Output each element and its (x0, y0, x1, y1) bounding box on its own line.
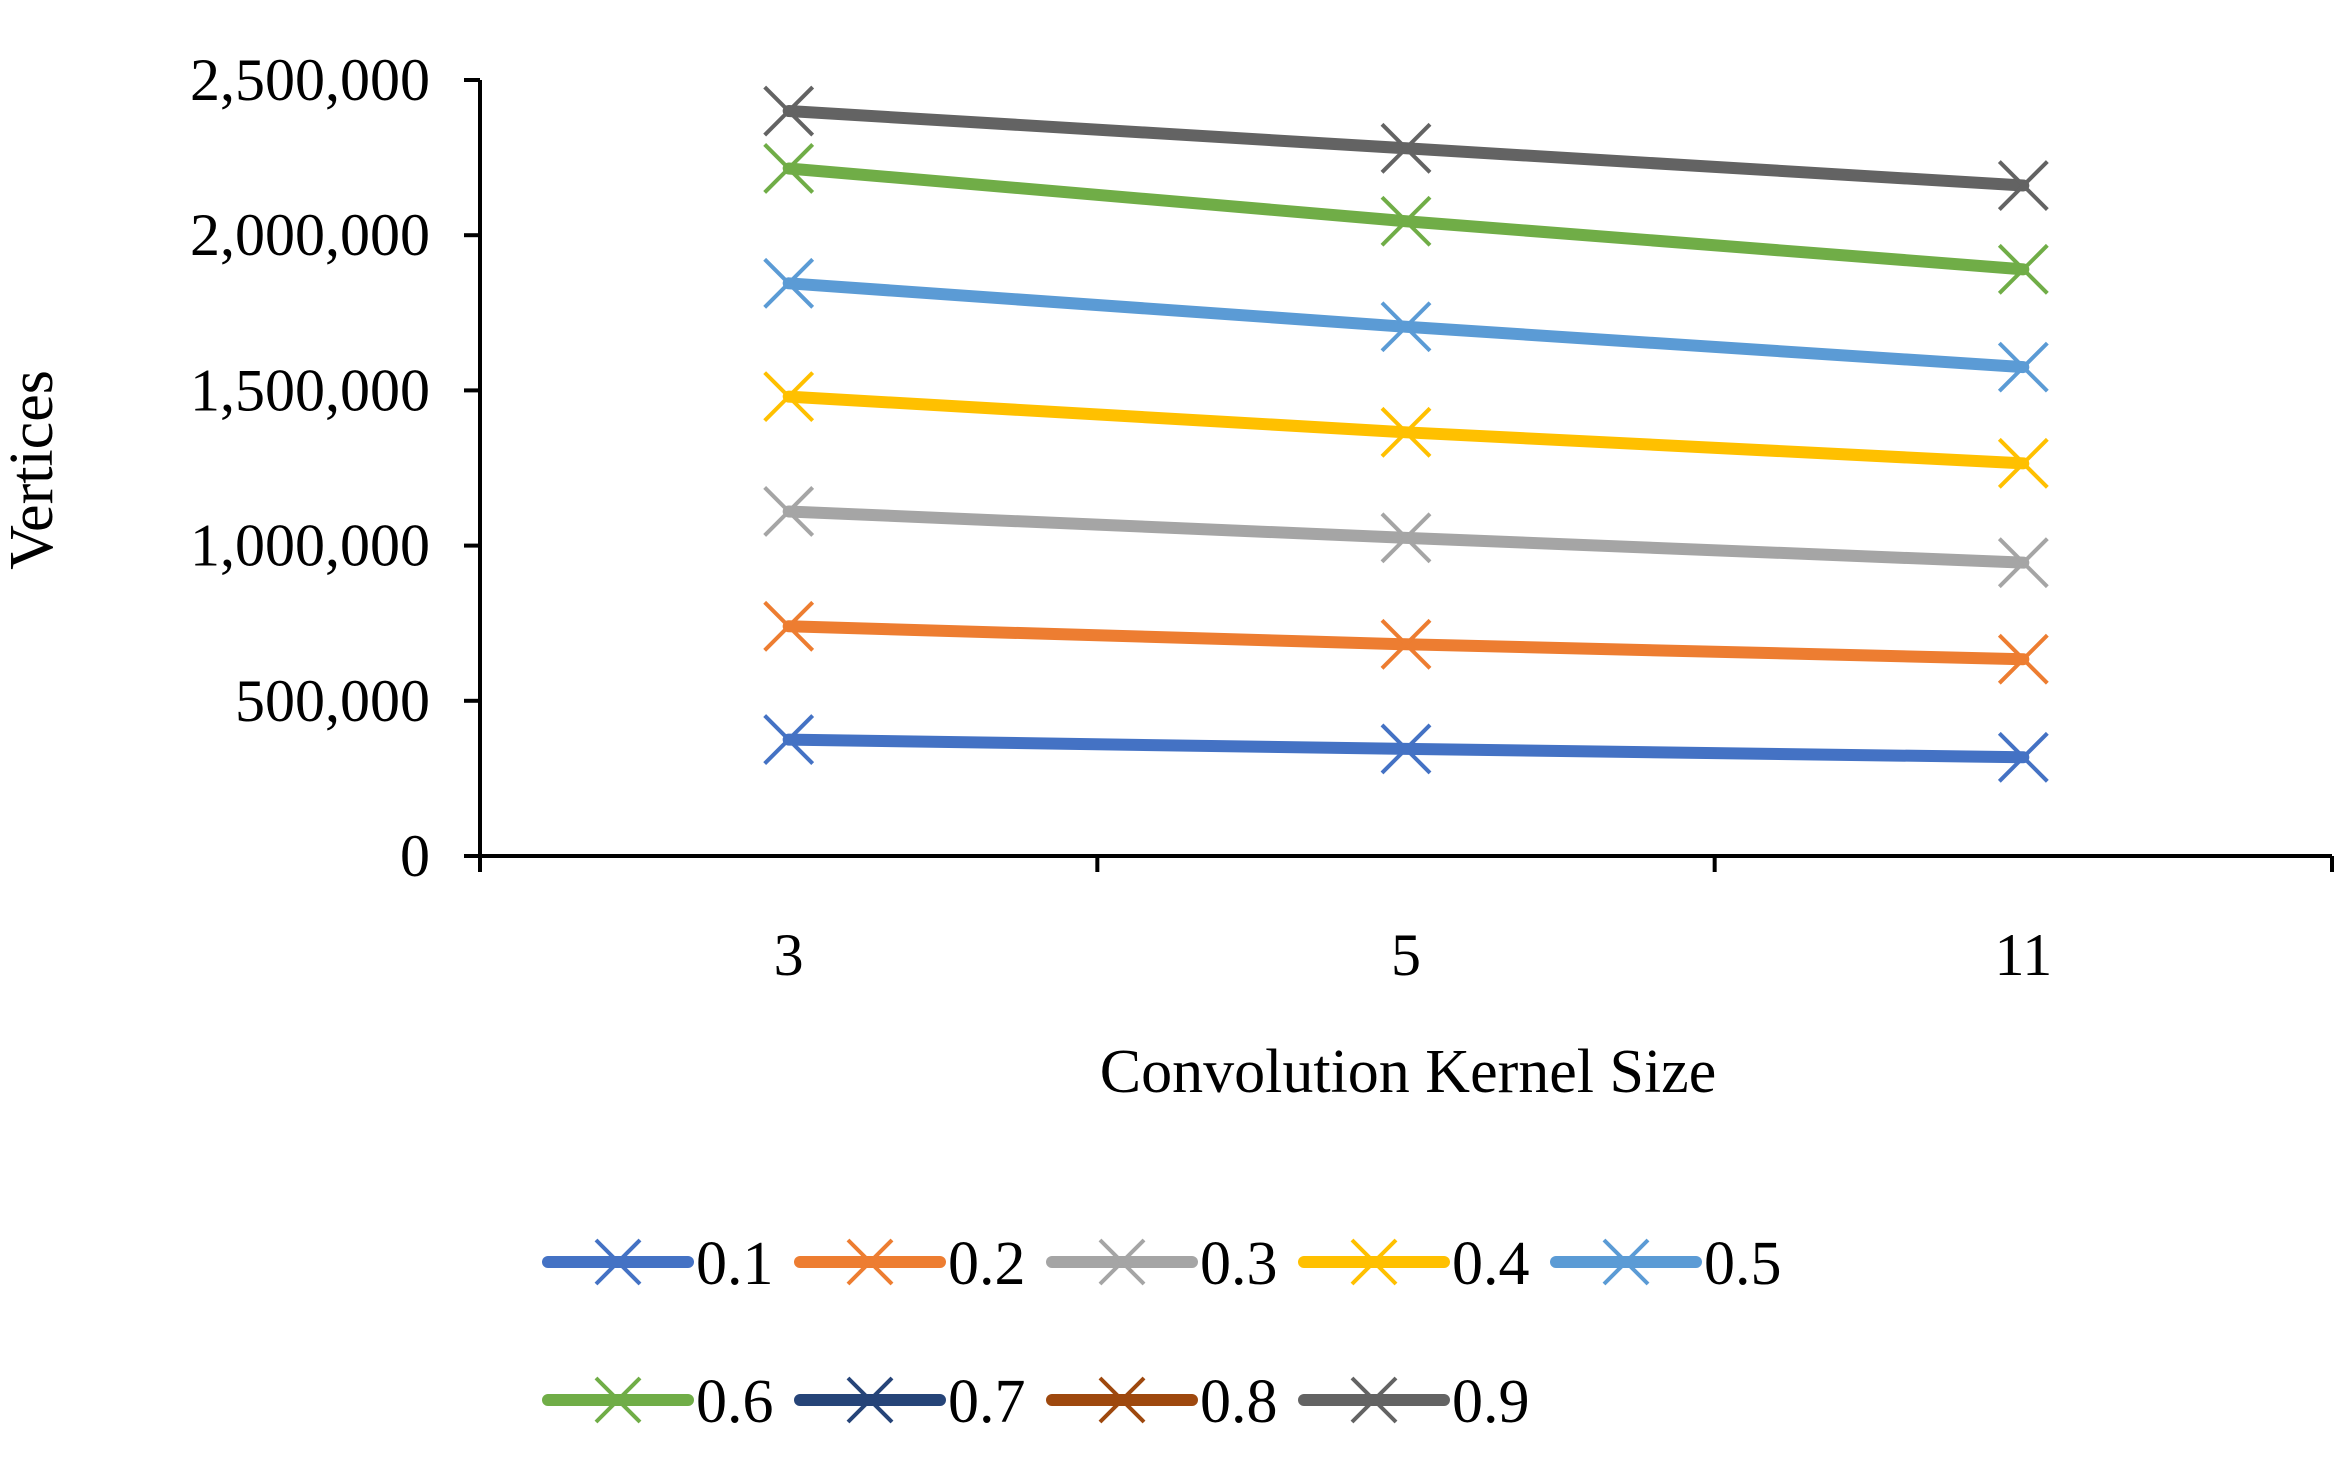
series-0.1 (763, 714, 2049, 783)
data-point-marker (1997, 537, 2049, 589)
legend-label: 0.5 (1704, 1230, 1782, 1298)
legend-item-0.7: 0.7 (794, 1368, 1026, 1436)
data-point-marker (1997, 731, 2049, 783)
data-point-marker (763, 257, 815, 309)
legend-item-0.5: 0.5 (1550, 1230, 1782, 1298)
data-point-marker (1997, 633, 2049, 685)
series-0.2 (763, 600, 2049, 685)
data-point-marker (1997, 243, 2049, 295)
legend-item-0.6: 0.6 (542, 1368, 774, 1436)
legend-swatch-marker (846, 1238, 894, 1286)
data-point-marker (1380, 122, 1432, 174)
legend-item-0.1: 0.1 (542, 1230, 774, 1298)
legend-item-0.8: 0.8 (1046, 1368, 1278, 1436)
series-0.4 (763, 371, 2049, 489)
series-0.3 (763, 486, 2049, 589)
legend-swatch-marker (1098, 1238, 1146, 1286)
legend-label: 0.1 (696, 1230, 774, 1298)
legend-label: 0.6 (696, 1368, 774, 1436)
y-axis-ticks: 0 500,000 1,000,000 1,500,000 2,000,000 2,500… (190, 47, 480, 889)
legend-swatch-marker (846, 1376, 894, 1424)
y-tick-label: 0 (400, 823, 430, 889)
x-tick-label: 3 (774, 922, 804, 988)
legend-item-0.4: 0.4 (1298, 1230, 1530, 1298)
data-point-marker (1997, 341, 2049, 393)
series-0.6 (763, 143, 2049, 295)
legend-label: 0.4 (1452, 1230, 1530, 1298)
data-point-marker (763, 143, 815, 194)
data-point-marker (763, 714, 815, 766)
legend-label: 0.9 (1452, 1368, 1530, 1436)
legend-swatch-marker (1350, 1376, 1398, 1424)
data-point-marker (763, 85, 815, 137)
y-axis-title: Vertices (0, 370, 66, 570)
data-point-marker (1380, 512, 1432, 564)
data-point-marker (1380, 406, 1432, 458)
series-0.9 (763, 85, 2049, 211)
x-axis-title: Convolution Kernel Size (1100, 1038, 1716, 1106)
legend-swatch-marker (1602, 1238, 1650, 1286)
data-point-marker (1997, 437, 2049, 489)
series-layer (763, 85, 2049, 783)
legend-item-0.9: 0.9 (1298, 1368, 1530, 1436)
x-tick-label: 5 (1391, 922, 1421, 988)
y-tick-label: 2,500,000 (190, 47, 430, 113)
legend-swatch-marker (1098, 1376, 1146, 1424)
series-0.5 (763, 257, 2049, 393)
y-tick-label: 500,000 (235, 668, 430, 734)
legend-item-0.2: 0.2 (794, 1230, 1026, 1298)
x-axis-ticks: 3 5 11 (478, 856, 2334, 988)
legend-swatch-marker (594, 1238, 642, 1286)
legend-label: 0.7 (948, 1368, 1026, 1436)
legend-label: 0.3 (1200, 1230, 1278, 1298)
data-point-marker (1380, 618, 1432, 670)
x-tick-label: 11 (1994, 922, 2052, 988)
data-point-marker (1997, 160, 2049, 211)
legend-swatch-marker (594, 1376, 642, 1424)
y-tick-label: 1,500,000 (190, 357, 430, 423)
legend-item-0.3: 0.3 (1046, 1230, 1278, 1298)
data-point-marker (1380, 195, 1432, 247)
legend-label: 0.2 (948, 1230, 1026, 1298)
y-tick-label: 1,000,000 (190, 513, 430, 579)
data-point-marker (763, 371, 815, 423)
data-point-marker (1380, 301, 1432, 353)
chart-axes: 0 500,000 1,000,000 1,500,000 2,000,000 2,500… (190, 47, 2334, 988)
legend: 0.1 0.2 0.3 0.4 0.5 0.6 0.7 0.8 0.9 (542, 1230, 1782, 1436)
legend-label: 0.8 (1200, 1368, 1278, 1436)
data-point-marker (763, 486, 815, 537)
data-point-marker (763, 600, 815, 652)
legend-swatch-marker (1350, 1238, 1398, 1286)
data-point-marker (1380, 723, 1432, 775)
y-tick-label: 2,000,000 (190, 202, 430, 268)
